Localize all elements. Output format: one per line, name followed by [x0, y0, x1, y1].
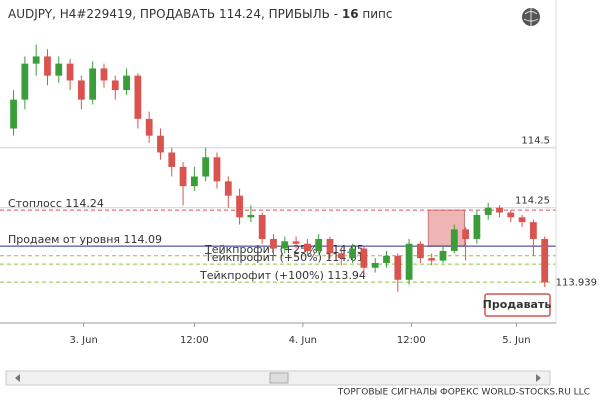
- candle-body: [371, 262, 379, 268]
- candle-body: [168, 152, 176, 167]
- title-text: AUDJPY, H4#229419, ПРОДАВАТЬ 114.24, ПРИ…: [8, 7, 342, 21]
- candle-body: [349, 248, 356, 259]
- candle-body: [145, 118, 153, 136]
- candle-body: [518, 217, 526, 223]
- candle-body: [224, 181, 232, 196]
- candle-body: [111, 80, 119, 91]
- x-tick-label: 12:00: [180, 335, 209, 346]
- candle-body: [247, 214, 255, 218]
- candle-body: [360, 248, 368, 268]
- candle-body: [315, 238, 323, 251]
- level-label: Тейкпрофит (+25%) 114.05: [204, 243, 364, 256]
- candle-body: [450, 229, 458, 251]
- sell-button[interactable]: Продавать: [483, 293, 552, 317]
- candle-body: [417, 243, 424, 259]
- candle-body: [496, 207, 503, 213]
- candle-body: [202, 157, 210, 177]
- candle-body: [10, 99, 17, 129]
- candle-body: [303, 243, 311, 251]
- candle-body: [507, 212, 515, 218]
- level-label: Продаем от уровня 114.09: [8, 233, 162, 246]
- candle-body: [179, 166, 187, 187]
- candle-body: [21, 63, 29, 100]
- candle-body: [541, 238, 549, 283]
- candle-body: [213, 157, 221, 182]
- candle-body: [66, 63, 74, 81]
- x-tick-label: 5. Jun: [502, 335, 530, 346]
- level-label: Тейкпрофит (+100%) 113.94: [199, 269, 366, 282]
- footer: ТОРГОВЫЕ СИГНАЛЫ ФОРЕКС WORLD-STOCKS.RU …: [337, 388, 590, 398]
- candle-body: [77, 80, 85, 100]
- candle-body: [270, 238, 277, 249]
- candle-body: [383, 255, 390, 263]
- button-label[interactable]: Продавать: [483, 298, 552, 311]
- price-label-bg: [552, 275, 598, 290]
- candle-body: [530, 222, 537, 239]
- candle-body: [32, 56, 40, 64]
- candle-body: [462, 229, 469, 239]
- candle-body: [44, 56, 51, 76]
- candle-body: [394, 255, 402, 280]
- candle-body: [292, 241, 300, 244]
- globe-icon[interactable]: [522, 8, 540, 26]
- y-tick-label: 114.25: [515, 196, 550, 207]
- candle-body: [123, 75, 130, 91]
- candle-body: [134, 75, 142, 119]
- x-tick-label: 3. Jun: [69, 335, 97, 346]
- candle-body: [89, 68, 97, 100]
- candle-body: [55, 63, 63, 76]
- candle-body: [473, 214, 481, 239]
- candle-body: [157, 135, 164, 153]
- price-label: 113.939: [556, 277, 597, 288]
- scrollbar[interactable]: [5, 370, 551, 386]
- candle-body: [258, 214, 266, 239]
- x-tick-label: 4. Jun: [289, 335, 317, 346]
- candle-body: [428, 258, 436, 261]
- x-tick-label: 12:00: [397, 335, 426, 346]
- chart-title: AUDJPY, H4#229419, ПРОДАВАТЬ 114.24, ПРИ…: [8, 7, 392, 21]
- candle-body: [236, 195, 243, 218]
- profit: 16: [342, 7, 359, 21]
- order-box: [427, 209, 465, 247]
- level-label: Стоплосс 114.24: [8, 197, 104, 210]
- candle-body: [484, 207, 492, 215]
- candle-body: [100, 68, 108, 81]
- candle-body: [439, 250, 447, 261]
- candle-body: [281, 241, 289, 249]
- candle-body: [337, 253, 345, 259]
- candle-body: [190, 176, 198, 187]
- candle-body: [326, 238, 334, 254]
- y-tick-label: 114.5: [521, 136, 550, 147]
- level-label: Тейкпрофит (+50%) 114.01: [204, 251, 364, 264]
- profit-unit: пипс: [362, 7, 392, 21]
- candle-body: [405, 243, 413, 280]
